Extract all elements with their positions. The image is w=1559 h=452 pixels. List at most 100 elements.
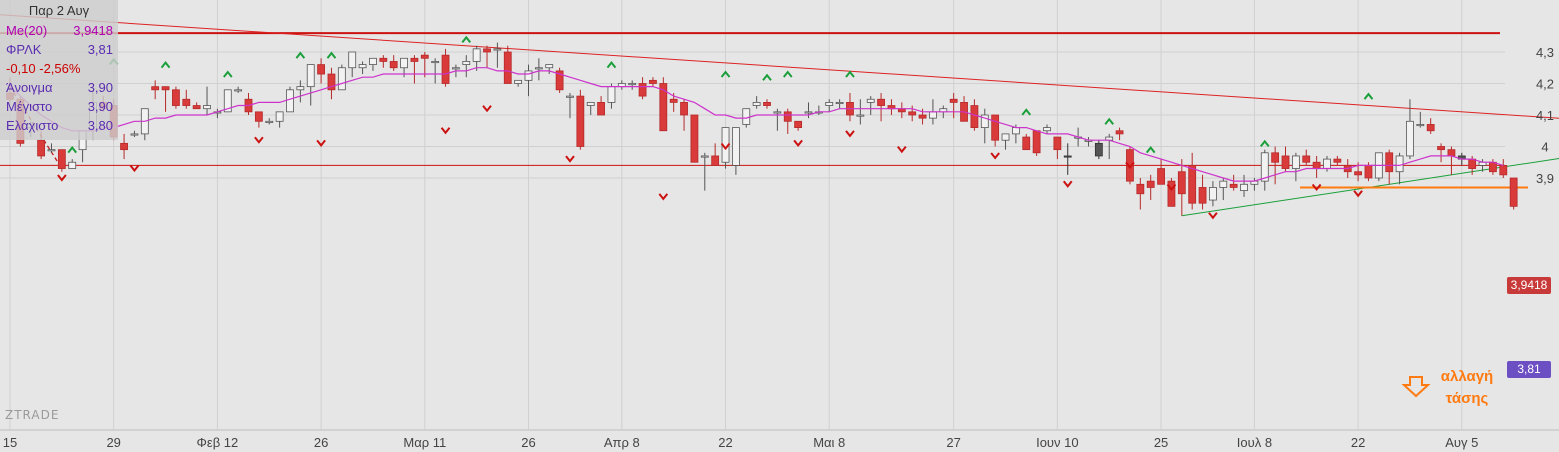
candle-body bbox=[483, 48, 491, 53]
y-tick-label: 4,3 bbox=[1536, 45, 1554, 60]
candle-body bbox=[1177, 171, 1186, 195]
down-signal-arrow bbox=[1353, 190, 1363, 198]
candle-body bbox=[120, 142, 128, 151]
low-value: 3,80 bbox=[87, 118, 113, 133]
candle-body bbox=[1229, 183, 1238, 188]
candle-body bbox=[1302, 155, 1311, 163]
candle-body bbox=[980, 114, 989, 129]
down-signal-arrow bbox=[1062, 180, 1073, 188]
candle-body bbox=[47, 149, 56, 152]
up-signal-arrow bbox=[67, 146, 78, 154]
down-signal-arrow bbox=[482, 105, 492, 113]
high-label: Μέγιστο bbox=[6, 99, 53, 114]
candle-body bbox=[566, 95, 574, 98]
x-tick-label: Φεβ 12 bbox=[197, 435, 239, 450]
candle-body bbox=[1115, 130, 1124, 135]
up-signal-arrow bbox=[606, 60, 617, 69]
candle-body bbox=[1509, 177, 1518, 207]
candle-body bbox=[1240, 183, 1248, 192]
down-signal-arrow bbox=[316, 139, 326, 147]
candle-body bbox=[68, 161, 77, 169]
candle-body bbox=[306, 64, 315, 88]
down-signal-arrow bbox=[254, 136, 264, 144]
candle-body bbox=[1053, 136, 1062, 151]
symbol-label: ΦΡΛΚ bbox=[6, 42, 42, 57]
candle-body bbox=[1167, 180, 1176, 207]
candle-body bbox=[1447, 149, 1456, 157]
info-date: Παρ 2 Αυγ bbox=[28, 3, 90, 18]
candle-body bbox=[524, 70, 533, 81]
x-tick-label: 29 bbox=[106, 435, 120, 450]
candle-body bbox=[1188, 164, 1197, 204]
y-axis-panel bbox=[1505, 0, 1559, 452]
candle-body bbox=[410, 57, 419, 62]
info-high-row: Μέγιστο 3,90 bbox=[0, 97, 118, 116]
down-signal-arrow bbox=[1125, 161, 1135, 170]
candle-body bbox=[732, 127, 740, 166]
down-signal-arrow bbox=[57, 174, 67, 182]
candle-body bbox=[1001, 133, 1010, 141]
y-tick-label: 4,2 bbox=[1536, 77, 1554, 92]
low-label: Ελάχιστο bbox=[6, 118, 59, 133]
candle-body bbox=[1468, 158, 1477, 169]
candle-body bbox=[1219, 180, 1228, 188]
candle-body bbox=[690, 114, 699, 163]
candle-body bbox=[991, 114, 1000, 141]
candle-body bbox=[379, 57, 388, 62]
up-signal-arrow bbox=[326, 51, 337, 59]
axis-labels: 15 29 Φεβ 12 26 Μαρ 11 26 Απρ 8 22 Μαι 8 27 Ιουν 1… bbox=[3, 45, 1559, 450]
candle-body bbox=[472, 48, 481, 62]
candle-body bbox=[628, 83, 637, 86]
candles bbox=[6, 42, 1518, 216]
down-signal-arrow bbox=[1166, 183, 1177, 192]
candle-body bbox=[503, 51, 512, 84]
candle-body bbox=[825, 102, 834, 106]
up-signal-arrow bbox=[1145, 146, 1156, 154]
candle-body bbox=[1260, 152, 1269, 182]
candle-body bbox=[742, 108, 751, 125]
trend-change-arrow-icon bbox=[1401, 376, 1431, 398]
candle-body bbox=[752, 102, 761, 106]
candle-body bbox=[254, 111, 263, 122]
up-signal-arrow bbox=[222, 70, 233, 78]
candle-body bbox=[711, 155, 720, 166]
candle-body bbox=[597, 102, 605, 116]
down-signal-arrow bbox=[129, 164, 140, 173]
candle-body bbox=[856, 114, 865, 117]
up-signal-arrow bbox=[845, 70, 855, 78]
candle-body bbox=[337, 67, 346, 91]
down-signal-arrow bbox=[440, 127, 451, 135]
open-label: Άνοιγμα bbox=[6, 80, 53, 95]
trend-lines bbox=[0, 14, 1559, 217]
candle-body bbox=[493, 48, 502, 51]
candle-body bbox=[1011, 127, 1020, 135]
candle-body bbox=[57, 149, 66, 169]
candle-body bbox=[1323, 158, 1331, 169]
candle-body bbox=[452, 67, 460, 70]
down-signal-arrow bbox=[845, 130, 855, 138]
info-panel: Παρ 2 Αυγ Me(20) 3,9418 ΦΡΛΚ 3,81 -0,10 … bbox=[0, 0, 118, 140]
candle-body bbox=[420, 54, 429, 59]
high-value: 3,90 bbox=[87, 99, 113, 114]
info-symbol-row: ΦΡΛΚ 3,81 bbox=[0, 40, 118, 59]
candle-body bbox=[1032, 130, 1041, 154]
candle-body bbox=[649, 79, 657, 84]
candle-body bbox=[172, 89, 180, 106]
candle-body bbox=[192, 105, 201, 110]
last-value: 3,81 bbox=[87, 42, 113, 57]
y-tick-label: 4 bbox=[1541, 140, 1548, 155]
candle-body bbox=[783, 111, 792, 122]
candle-body bbox=[369, 57, 377, 65]
up-signal-arrow bbox=[160, 60, 171, 69]
down-signal-arrow bbox=[793, 139, 803, 147]
candle-body bbox=[1489, 161, 1497, 173]
candle-body bbox=[286, 89, 294, 113]
candle-body bbox=[358, 64, 367, 69]
candle-body bbox=[1022, 136, 1031, 151]
candle-body bbox=[949, 98, 958, 103]
candle-body bbox=[877, 98, 885, 106]
y-tick-label: 3,9 bbox=[1536, 171, 1554, 186]
down-signal-arrow bbox=[1311, 183, 1322, 192]
